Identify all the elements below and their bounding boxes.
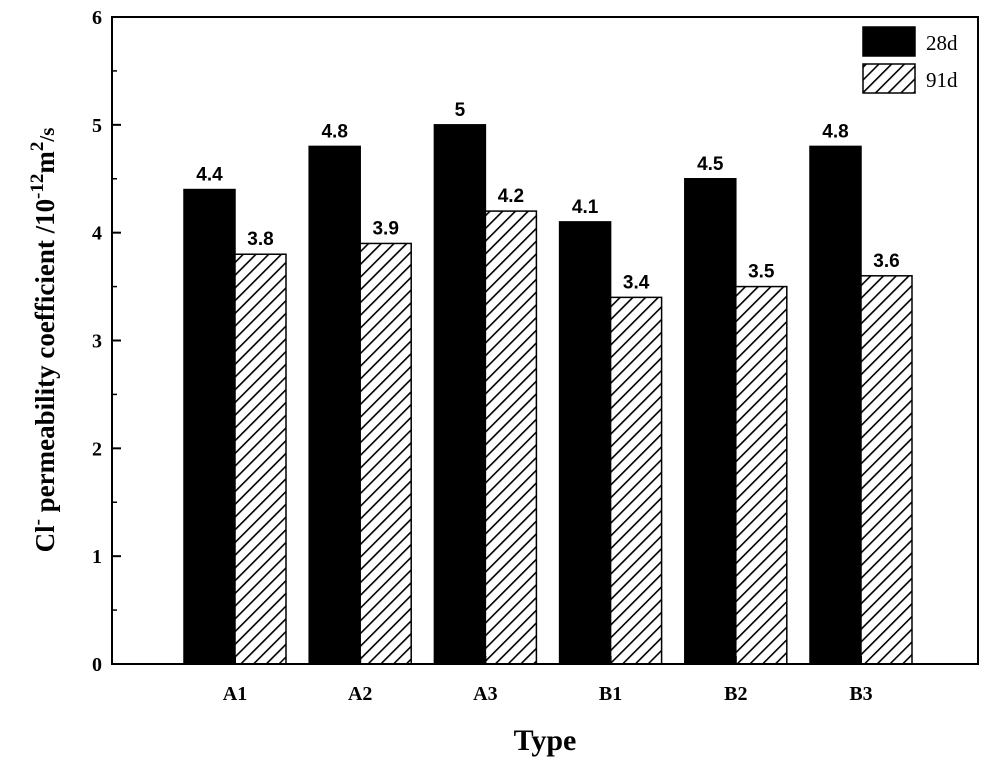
x-tick-label-A3: A3 bbox=[473, 683, 497, 705]
y-tick-label: 1 bbox=[92, 546, 102, 568]
legend-label-28d: 28d bbox=[926, 31, 958, 55]
y-tick-label: 4 bbox=[92, 223, 102, 245]
bar-28d-A3 bbox=[433, 124, 487, 665]
y-axis-title-part: /s bbox=[35, 128, 59, 143]
data-label-28d-B2: 4.5 bbox=[697, 154, 724, 175]
data-label-28d-A3: 5 bbox=[455, 100, 466, 121]
data-label-91d-A3: 4.2 bbox=[498, 186, 524, 207]
bar-91d-B3 bbox=[860, 275, 913, 665]
bar-28d-A2 bbox=[308, 145, 361, 665]
data-label-91d-B1: 3.4 bbox=[623, 272, 650, 293]
y-axis-title-sup: -12 bbox=[27, 174, 48, 199]
data-labels-layer: 4.4 3.8 4.8 3.9 5 4.2 4.1 3.4 4.5 3.5 4.8 3.6 bbox=[196, 100, 899, 294]
x-axis: A1 A2 A3 B1 B2 B3 bbox=[223, 656, 873, 705]
bar-91d-B1 bbox=[609, 296, 663, 665]
x-tick-label-A2: A2 bbox=[348, 683, 372, 705]
y-axis-title-part: Cl bbox=[30, 525, 60, 552]
y-axis-title-sup: - bbox=[27, 519, 48, 525]
bar-28d-A1 bbox=[183, 188, 236, 665]
y-tick-label: 5 bbox=[92, 115, 102, 137]
x-tick-label-B1: B1 bbox=[599, 683, 622, 705]
legend-label-91d: 91d bbox=[926, 68, 958, 92]
data-label-28d-B1: 4.1 bbox=[572, 197, 599, 218]
y-axis-title: Cl- permeability coefficient /10-12m2/s bbox=[27, 128, 60, 553]
data-label-91d-B3: 3.6 bbox=[873, 251, 899, 272]
y-axis: 0 1 2 3 4 5 6 bbox=[92, 7, 121, 676]
y-tick-label: 6 bbox=[92, 7, 102, 29]
y-axis-title-part: m bbox=[30, 151, 60, 174]
legend-swatch-91d bbox=[862, 63, 916, 94]
bar-91d-A1 bbox=[234, 253, 287, 665]
data-label-91d-A2: 3.9 bbox=[372, 218, 398, 239]
bar-91d-A2 bbox=[359, 242, 412, 665]
data-label-28d-A1: 4.4 bbox=[196, 165, 223, 186]
data-label-91d-B2: 3.5 bbox=[748, 262, 775, 283]
data-label-28d-A2: 4.8 bbox=[321, 121, 347, 142]
data-label-28d-B3: 4.8 bbox=[822, 121, 848, 142]
x-tick-label-A1: A1 bbox=[223, 683, 247, 705]
x-axis-title: Type bbox=[514, 724, 577, 757]
bar-28d-B3 bbox=[809, 145, 862, 665]
y-tick-label: 2 bbox=[92, 438, 102, 460]
y-tick-label: 3 bbox=[92, 331, 102, 353]
data-label-91d-A1: 3.8 bbox=[247, 229, 273, 250]
bar-28d-B1 bbox=[558, 221, 612, 665]
y-axis-title-part: permeability coefficient /10 bbox=[30, 199, 60, 519]
legend: 28d 91d bbox=[862, 26, 958, 94]
y-axis-title-sup: 2 bbox=[27, 142, 48, 152]
bar-91d-A3 bbox=[484, 210, 538, 665]
x-tick-label-B3: B3 bbox=[849, 683, 872, 705]
bar-91d-B2 bbox=[735, 285, 788, 665]
bar-28d-B2 bbox=[684, 178, 737, 665]
y-tick-label: 0 bbox=[92, 654, 102, 676]
bars-layer bbox=[183, 124, 913, 665]
legend-swatch-28d bbox=[862, 26, 916, 57]
x-tick-label-B2: B2 bbox=[724, 683, 747, 705]
